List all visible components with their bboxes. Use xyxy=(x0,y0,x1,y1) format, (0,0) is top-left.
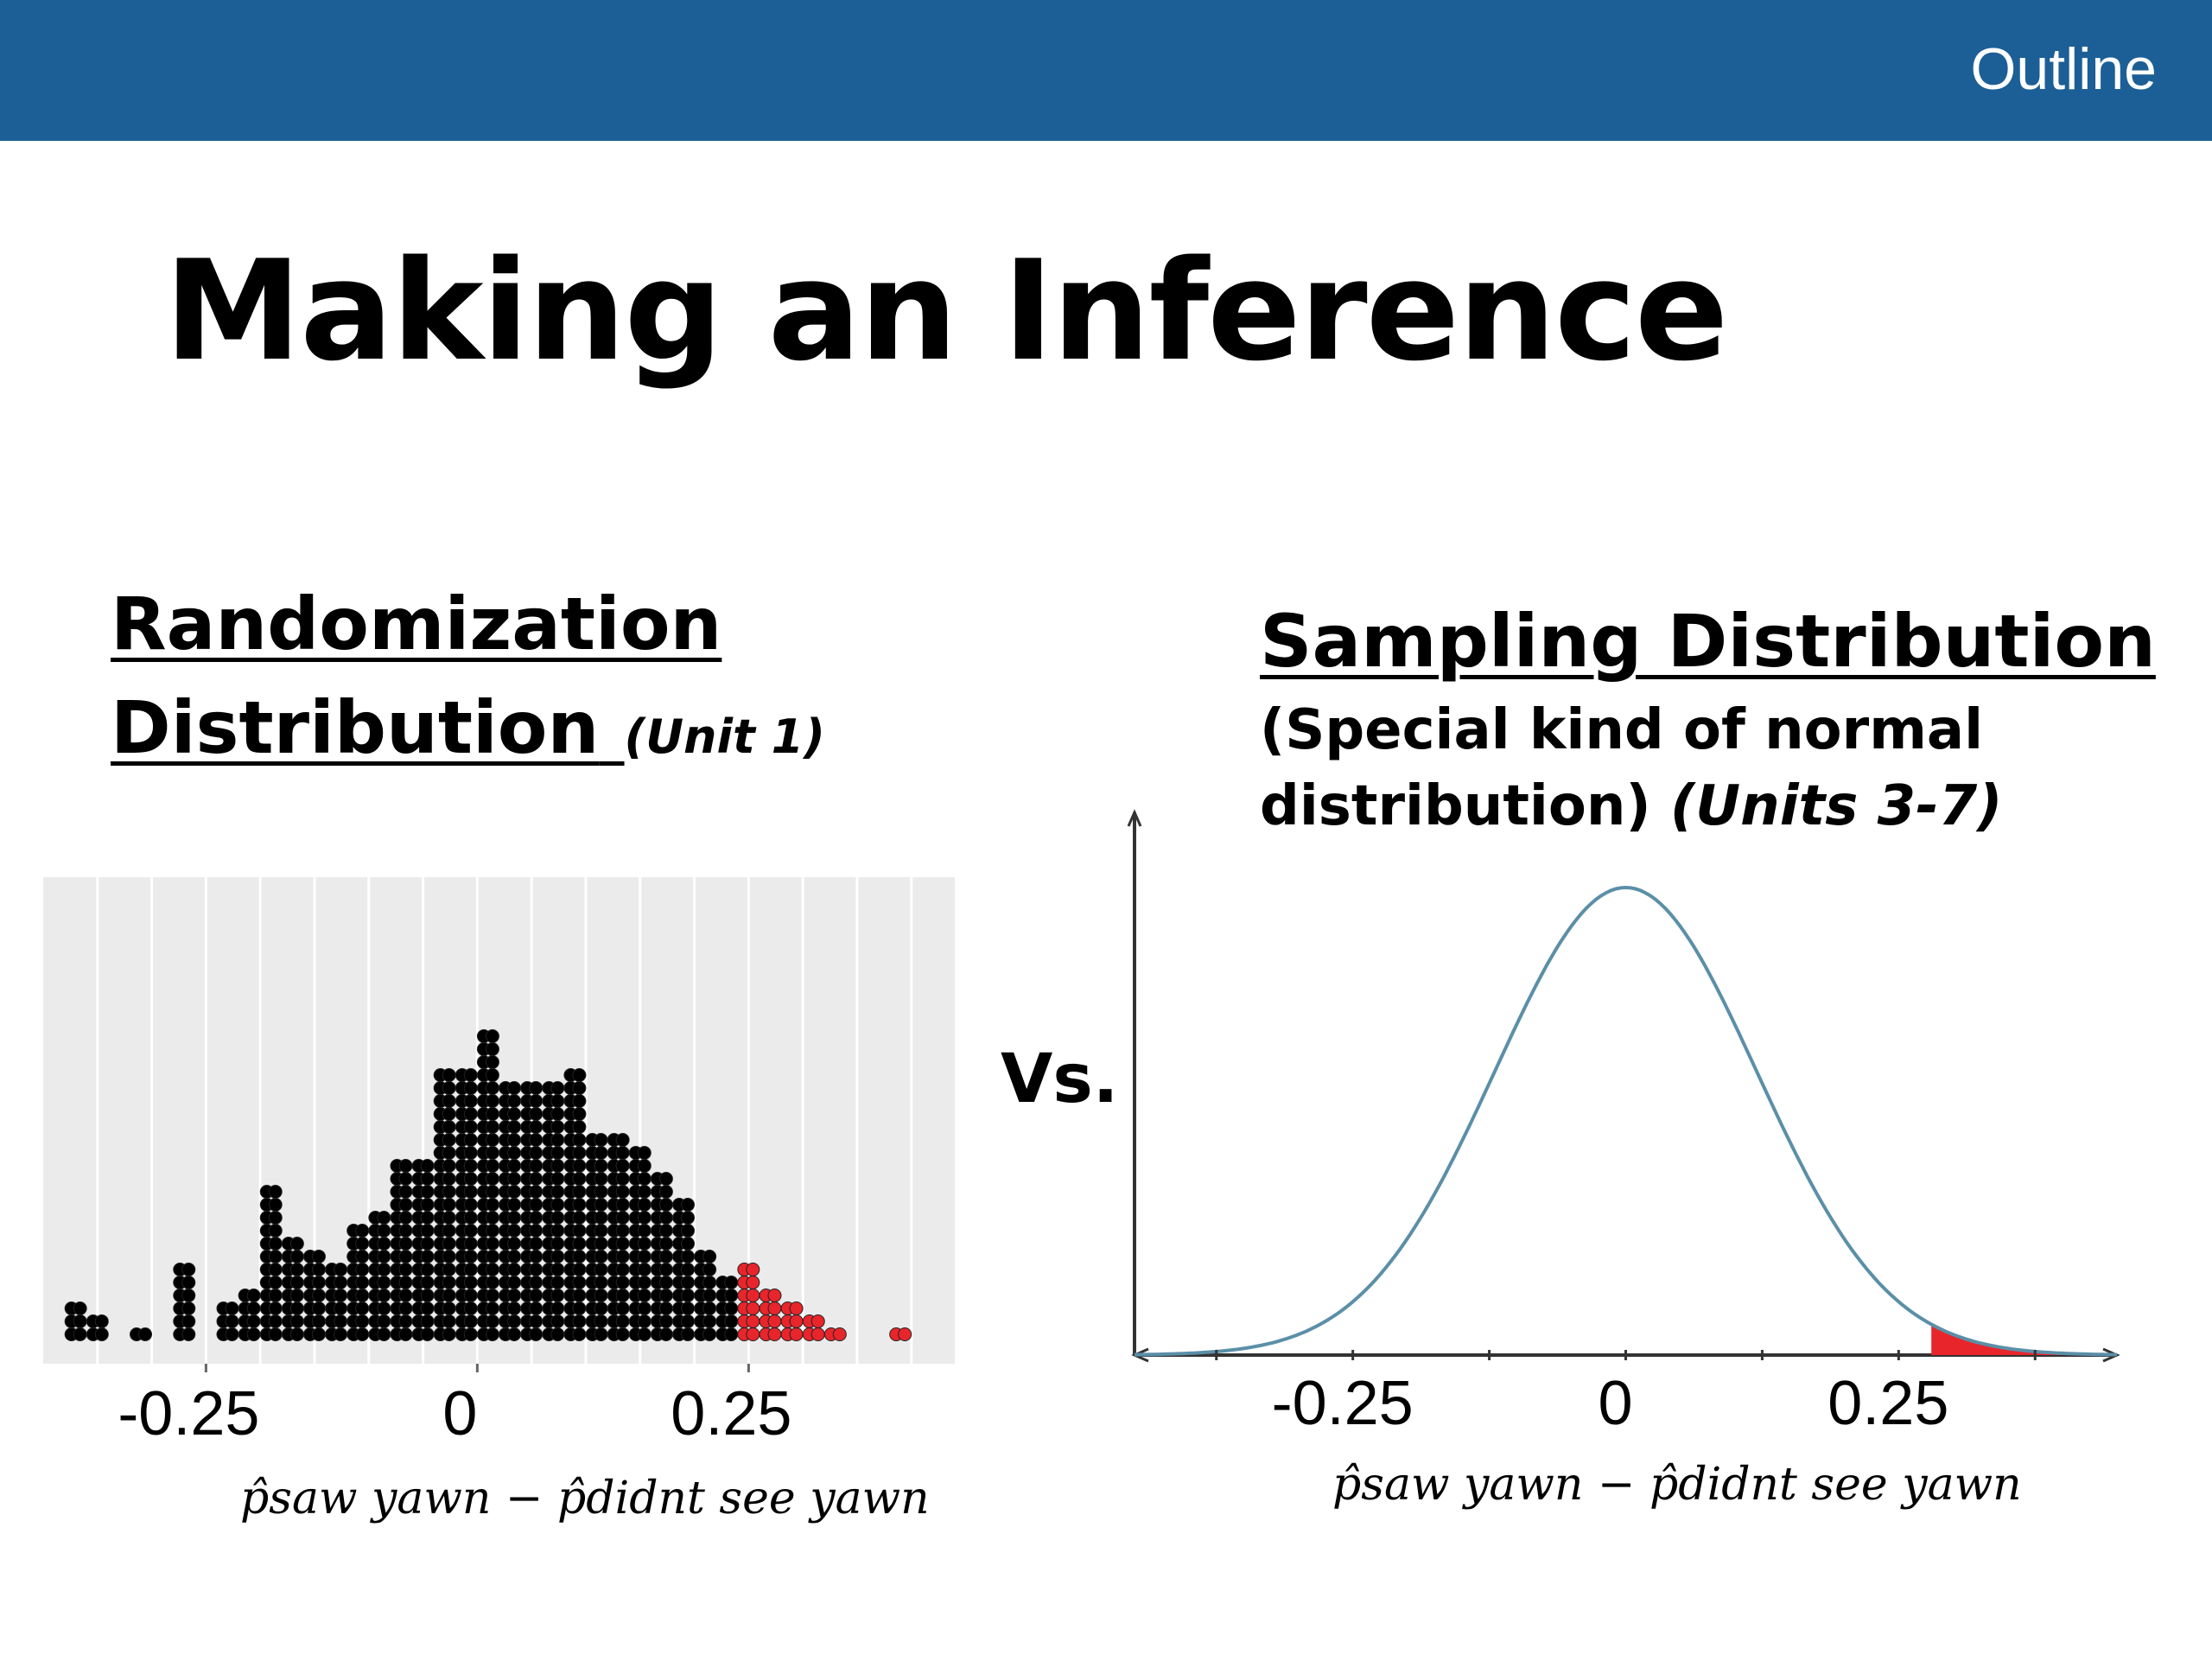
dot xyxy=(73,1301,87,1315)
right-subtitle-text: distribution) xyxy=(1260,774,1651,838)
dot xyxy=(746,1263,760,1276)
left-heading-note: (Unit 1) xyxy=(624,710,825,764)
dot xyxy=(572,1068,587,1082)
dot xyxy=(615,1133,630,1147)
dot xyxy=(138,1327,153,1341)
dotplot-dots xyxy=(64,1029,912,1341)
right-subtitle-line2: distribution) (Units 3-7) xyxy=(1260,767,2002,845)
tick-label: -0.25 xyxy=(118,1379,259,1448)
dot xyxy=(898,1327,912,1341)
dot xyxy=(289,1237,304,1251)
dot xyxy=(658,1172,673,1186)
right-heading: Sampling Distribution xyxy=(1260,599,2156,684)
dot xyxy=(94,1314,109,1328)
dotplot-ticks: -0.25 0 0.25 xyxy=(118,1364,791,1448)
right-subtitle-line1: (Special kind of normal xyxy=(1260,698,1983,762)
left-heading-line2: Distribution (Unit 1) xyxy=(111,691,825,764)
curve-axes xyxy=(1127,809,2120,1363)
dot xyxy=(702,1250,717,1263)
dot xyxy=(810,1314,825,1328)
tick-label: 0 xyxy=(1598,1369,1632,1438)
tick-label: 0 xyxy=(442,1379,477,1448)
dot xyxy=(767,1289,782,1302)
y-axis-arrow xyxy=(1127,809,1142,827)
header-bar: Outline xyxy=(0,0,2212,141)
left-heading-text: Distribution xyxy=(111,685,600,770)
dot xyxy=(268,1185,283,1199)
outline-link[interactable]: Outline xyxy=(1970,36,2157,102)
tick-label: 0.25 xyxy=(1827,1369,1948,1438)
dot xyxy=(832,1327,847,1341)
left-x-axis-label: p̂saw yawn − p̂didnt see yawn xyxy=(240,1473,930,1524)
dot xyxy=(789,1301,804,1315)
curve-shaded-tail xyxy=(1931,1324,2117,1355)
tick-label: -0.25 xyxy=(1272,1369,1414,1438)
curve-ticks: -0.25 0 0.25 xyxy=(1215,1350,2037,1438)
dot xyxy=(311,1250,326,1263)
dot xyxy=(681,1198,696,1212)
page-title: Making an Inference xyxy=(164,230,1728,391)
vs-label: Vs. xyxy=(1001,1041,1119,1118)
dot xyxy=(181,1263,196,1276)
tick-label: 0.25 xyxy=(671,1379,791,1448)
right-x-axis-label: p̂saw yawn − p̂didnt see yawn xyxy=(1332,1459,2022,1511)
dot xyxy=(485,1029,499,1043)
normal-curve-line xyxy=(1135,885,2117,1357)
dot xyxy=(637,1146,652,1160)
right-subtitle-note: (Units 3-7) xyxy=(1669,774,2003,838)
left-heading-line1: Randomization xyxy=(111,582,722,666)
